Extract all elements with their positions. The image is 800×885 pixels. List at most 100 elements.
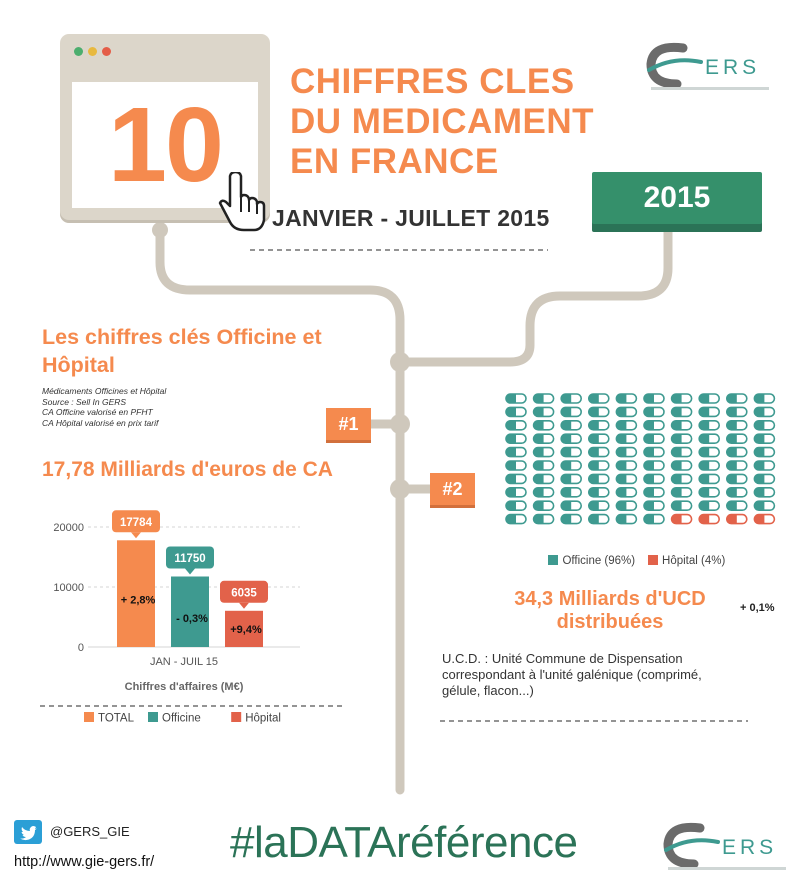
pill-officine [753, 433, 776, 445]
website-link[interactable]: http://www.gie-gers.fr/ [14, 854, 155, 870]
pill-officine [726, 433, 748, 445]
pill-officine [560, 419, 583, 431]
pill-officine [588, 473, 610, 485]
pill-officine [588, 419, 610, 431]
x-axis-label: Chiffres d'affaires (M€) [125, 681, 244, 693]
pill-officine [588, 513, 610, 525]
pill-officine [670, 419, 693, 431]
hand-cursor-icon [218, 172, 266, 232]
window-screen: 10 [72, 82, 258, 208]
section1-notes: Médicaments Officines et Hôpital Source … [42, 386, 167, 428]
pill-officine [670, 406, 693, 418]
tag-section1: #1 [326, 408, 371, 440]
twitter-icon[interactable] [14, 820, 42, 844]
pill-officine [532, 419, 555, 431]
pill-hopital [753, 513, 776, 525]
pill-officine [560, 473, 583, 485]
legend-swatch [548, 555, 558, 565]
big-number: 10 [108, 86, 224, 204]
y-tick-label: 0 [78, 642, 84, 654]
pill-officine [615, 473, 638, 485]
pill-officine [726, 487, 748, 498]
pill-officine [532, 460, 555, 471]
browser-window-illustration: 10 [60, 34, 270, 220]
pill-officine [532, 406, 555, 418]
pill-officine [753, 419, 776, 431]
pill-officine [588, 500, 610, 511]
junction-dot [390, 414, 410, 434]
pill-officine [560, 433, 583, 445]
pill-officine [615, 487, 638, 498]
pill-officine [532, 487, 555, 498]
pill-officine [726, 460, 748, 471]
legend-swatch [231, 712, 242, 722]
pill-officine [532, 513, 555, 525]
pill-officine [615, 500, 638, 511]
pill-officine [643, 433, 665, 445]
ucd-pill-chart [505, 393, 776, 525]
legend-swatch [647, 555, 658, 565]
y-tick-label: 20000 [53, 522, 84, 534]
pill-officine [560, 393, 583, 404]
value-bubble [166, 546, 214, 569]
pill-hopital [698, 513, 720, 525]
pill-officine [643, 446, 665, 458]
pill-officine [670, 487, 693, 498]
junction-dot [390, 479, 410, 499]
pill-officine [560, 460, 583, 471]
pill-officine [560, 406, 583, 418]
pill-officine [505, 513, 527, 525]
pill-officine [532, 500, 555, 511]
year-badge: 2015 [592, 172, 762, 224]
pill-officine [670, 460, 693, 471]
legend-entry: Officine [162, 713, 201, 725]
pill-officine [615, 433, 638, 445]
pill-officine [505, 419, 527, 431]
pill-officine [643, 500, 665, 511]
pill-officine [505, 500, 527, 511]
pill-officine [532, 446, 555, 458]
pill-officine [698, 487, 720, 498]
legend-swatch [148, 712, 158, 722]
pill-officine [670, 473, 693, 485]
pill-officine [698, 473, 720, 485]
value-bubble-tail [185, 568, 195, 575]
pill-officine [588, 393, 610, 404]
pill-officine [698, 446, 720, 458]
pill-officine [505, 487, 527, 498]
pill-officine [643, 419, 665, 431]
twitter-handle[interactable]: @GERS_GIE [50, 824, 130, 839]
value-bubble-tail [131, 532, 141, 539]
pill-officine [615, 393, 638, 404]
pill-officine [753, 446, 776, 458]
pill-officine [753, 460, 776, 471]
pill-officine [588, 460, 610, 471]
pill-officine [726, 406, 748, 418]
junction-dot [390, 352, 410, 372]
y-tick-label: 10000 [53, 582, 84, 594]
legend-entry: Hôpital [245, 713, 281, 725]
pill-officine [505, 446, 527, 458]
pill-officine [753, 473, 776, 485]
pill-officine [505, 406, 527, 418]
bar-total [117, 540, 155, 647]
data-label: 11750 [174, 553, 205, 565]
pill-officine [643, 487, 665, 498]
growth-label: +9,4% [230, 624, 262, 636]
x-tick-label: JAN - JUIL 15 [150, 656, 218, 668]
pill-officine [560, 513, 583, 525]
pill-officine [726, 500, 748, 511]
pill-officine [753, 487, 776, 498]
pill-officine [643, 393, 665, 404]
pill-officine [588, 446, 610, 458]
pill-officine [726, 393, 748, 404]
pill-officine [615, 460, 638, 471]
pill-officine [726, 419, 748, 431]
growth-label: - 0,3% [176, 613, 208, 625]
svg-text:ERS: ERS [722, 836, 777, 859]
pill-officine [560, 487, 583, 498]
pill-officine [698, 460, 720, 471]
pill-officine [753, 500, 776, 511]
bar-hôpital [225, 610, 263, 647]
